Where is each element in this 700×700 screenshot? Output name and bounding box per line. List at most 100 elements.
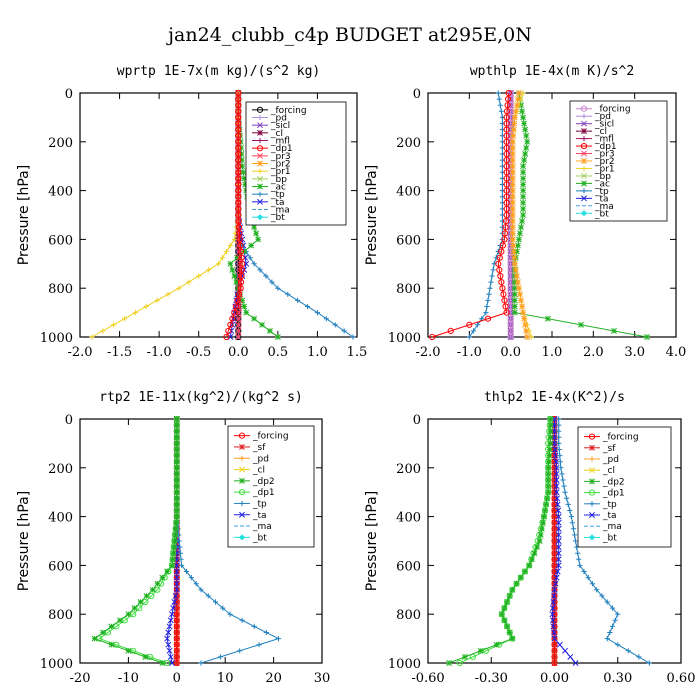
data-point: [429, 333, 436, 341]
data-point: [159, 660, 166, 666]
data-point: [585, 575, 591, 581]
legend-marker: [589, 501, 595, 507]
data-point: [555, 525, 562, 532]
data-point: [509, 635, 516, 642]
data-point: [227, 242, 233, 249]
data-point: [269, 279, 275, 285]
data-point: [484, 315, 492, 322]
data-point: [164, 635, 171, 642]
x-tick-label: 0.0: [228, 345, 249, 360]
data-point: [567, 653, 574, 660]
data-point: [504, 102, 511, 109]
legend-label: _ma: [252, 522, 272, 532]
data-point: [142, 653, 149, 660]
legend-marker: [256, 145, 264, 152]
data-point: [553, 464, 560, 471]
data-point: [235, 224, 243, 231]
legend-label: _pr1: [594, 164, 615, 174]
data-point: [555, 507, 562, 514]
data-point: [554, 568, 561, 575]
data-point: [503, 175, 510, 182]
data-point: [551, 629, 557, 636]
legend-marker: [581, 165, 587, 172]
data-point: [557, 459, 563, 465]
data-point: [509, 181, 516, 188]
data-point: [526, 562, 533, 569]
data-point: [173, 513, 180, 520]
legend-label: _forcing: [602, 433, 639, 443]
data-point: [504, 96, 512, 103]
data-point: [549, 611, 556, 618]
data-point: [551, 592, 557, 599]
legend-label: _sicl: [270, 121, 290, 131]
data-point: [131, 605, 138, 612]
legend-label: _pr1: [270, 167, 291, 177]
data-point: [557, 453, 563, 459]
data-point: [551, 537, 558, 545]
data-point: [553, 477, 560, 483]
data-point: [559, 471, 565, 477]
legend-marker: [239, 477, 245, 484]
figure-title: jan24_clubb_c4p BUDGET at295E,0N: [166, 24, 532, 46]
legend-marker: [581, 136, 587, 142]
data-point: [510, 248, 517, 255]
data-point: [173, 477, 180, 483]
legend-label: _sf: [602, 444, 616, 454]
data-point: [547, 428, 554, 435]
data-series: [446, 416, 554, 666]
data-point: [551, 550, 558, 557]
data-point: [509, 199, 516, 206]
data-point: [487, 285, 493, 291]
data-point: [555, 513, 562, 520]
data-point: [486, 291, 492, 297]
data-point: [522, 568, 528, 575]
data-point: [511, 120, 518, 127]
legend-marker: [238, 489, 246, 496]
data-point: [223, 249, 230, 255]
data-point: [551, 452, 558, 459]
data-point: [502, 218, 510, 225]
x-tick-label: -0.5: [186, 345, 211, 360]
legend-marker: [589, 444, 595, 451]
legend-label: _ac: [594, 179, 610, 189]
data-point: [259, 321, 265, 328]
data-point: [528, 556, 535, 563]
data-point: [498, 108, 504, 114]
data-point: [520, 309, 527, 316]
data-series: [466, 90, 505, 340]
data-point: [544, 315, 551, 322]
x-tick-label: -1.0: [457, 345, 482, 360]
y-axis-label: Pressure [hPa]: [364, 165, 380, 265]
legend: _forcing_pd_sicl_cl_mfl_dp1_pr3_pr2_pr1_…: [245, 101, 347, 226]
data-point: [612, 617, 618, 623]
legend-marker: [239, 511, 245, 518]
data-point: [604, 636, 610, 642]
data-point: [173, 452, 180, 459]
data-point: [570, 526, 577, 532]
data-point: [243, 309, 250, 316]
data-point: [507, 333, 514, 341]
data-point: [495, 90, 501, 96]
data-point: [173, 446, 180, 453]
legend-label: _mfl: [594, 135, 614, 145]
legend-label: _ma: [594, 202, 614, 212]
legend-marker: [257, 114, 263, 121]
data-point: [503, 187, 510, 194]
data-point: [484, 303, 490, 310]
data-point: [237, 648, 243, 654]
data-point: [521, 315, 528, 322]
data-point: [503, 132, 510, 139]
legend-marker: [589, 512, 595, 518]
legend-label: _cl: [594, 127, 607, 137]
data-point: [235, 211, 242, 219]
data-point: [179, 562, 185, 568]
chart-panel: wprtp 1E-7x(m kg)/(s^2 kg) Pressure [hPa]…: [16, 64, 367, 360]
data-point: [212, 599, 219, 605]
data-point: [100, 328, 106, 334]
data-point: [235, 89, 242, 97]
data-point: [561, 483, 567, 489]
data-point: [275, 285, 281, 291]
data-point: [446, 660, 453, 666]
data-point: [519, 303, 525, 310]
data-point: [173, 495, 180, 502]
